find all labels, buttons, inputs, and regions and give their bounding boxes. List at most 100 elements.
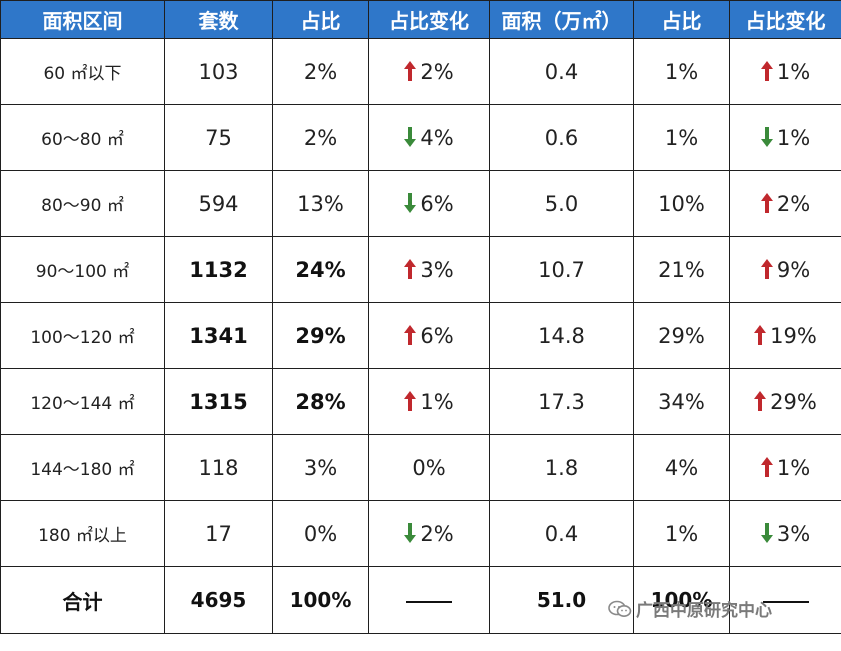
change-value: 2% xyxy=(420,521,454,546)
change-value: 1% xyxy=(776,455,811,480)
area-share-cell: 1% xyxy=(633,104,730,171)
total-row: 合计 4695 100% 51.0 100% xyxy=(0,566,841,634)
header-share-change: 占比变化 xyxy=(368,0,490,39)
area-cell: 17.3 xyxy=(489,368,634,435)
change-value: 29% xyxy=(770,389,817,414)
header-area-range: 面积区间 xyxy=(0,0,165,39)
change-value: 1% xyxy=(776,125,811,150)
area-share-cell: 21% xyxy=(633,236,730,303)
share-change-cell: 3% xyxy=(368,236,490,303)
arrow-up-icon xyxy=(760,192,773,213)
watermark-text: 广西中原研究中心 xyxy=(636,601,772,621)
area-change-cell: 1% xyxy=(729,434,841,501)
wechat-icon xyxy=(608,600,632,617)
count-cell: 594 xyxy=(164,170,273,237)
area-cell: 0.4 xyxy=(489,38,634,105)
share-change-cell: 0% xyxy=(368,434,490,501)
table-row: 144～180 ㎡ 118 3% 0% 1.8 4% 1% xyxy=(0,434,841,501)
area-range-cell: 100～120 ㎡ xyxy=(0,302,165,369)
total-area: 51.0 xyxy=(489,566,634,634)
area-range-cell: 180 ㎡以上 xyxy=(0,500,165,567)
area-cell: 1.8 xyxy=(489,434,634,501)
change-value: 2% xyxy=(776,191,811,216)
arrow-up-icon xyxy=(754,390,767,411)
area-cell: 10.7 xyxy=(489,236,634,303)
share-change-cell: 6% xyxy=(368,170,490,237)
area-cell: 0.4 xyxy=(489,500,634,567)
header-count: 套数 xyxy=(164,0,273,39)
area-cell: 14.8 xyxy=(489,302,634,369)
table-row: 60 ㎡以下 103 2% 2% 0.4 1% 1% xyxy=(0,38,841,105)
arrow-down-icon xyxy=(404,126,417,147)
change-value: 19% xyxy=(770,323,817,348)
change-value: 6% xyxy=(420,191,454,216)
area-range-cell: 80～90 ㎡ xyxy=(0,170,165,237)
header-area: 面积（万㎡） xyxy=(489,0,634,39)
change-value: 3% xyxy=(420,257,454,282)
count-cell: 1132 xyxy=(164,236,273,303)
area-change-cell: 9% xyxy=(729,236,841,303)
total-share: 100% xyxy=(272,566,369,634)
total-label: 合计 xyxy=(0,566,165,634)
arrow-up-icon xyxy=(754,324,767,345)
arrow-up-icon xyxy=(404,258,417,279)
area-share-cell: 1% xyxy=(633,38,730,105)
header-area-change: 占比变化 xyxy=(729,0,841,39)
arrow-down-icon xyxy=(760,126,773,147)
area-share-cell: 1% xyxy=(633,500,730,567)
share-cell: 0% xyxy=(272,500,369,567)
total-count: 4695 xyxy=(164,566,273,634)
share-cell: 13% xyxy=(272,170,369,237)
share-cell: 24% xyxy=(272,236,369,303)
table-row: 100～120 ㎡ 1341 29% 6% 14.8 29% 19% xyxy=(0,302,841,369)
share-cell: 3% xyxy=(272,434,369,501)
count-cell: 1315 xyxy=(164,368,273,435)
area-change-cell: 19% xyxy=(729,302,841,369)
table-row: 80～90 ㎡ 594 13% 6% 5.0 10% 2% xyxy=(0,170,841,237)
area-change-cell: 1% xyxy=(729,38,841,105)
area-cell: 5.0 xyxy=(489,170,634,237)
table-header-row: 面积区间 套数 占比 占比变化 面积（万㎡） 占比 占比变化 xyxy=(0,0,841,39)
share-change-cell: 2% xyxy=(368,500,490,567)
area-range-cell: 60～80 ㎡ xyxy=(0,104,165,171)
share-cell: 2% xyxy=(272,104,369,171)
change-value: 2% xyxy=(420,59,454,84)
share-change-cell: 1% xyxy=(368,368,490,435)
dash-mark xyxy=(762,600,809,603)
change-value: 9% xyxy=(776,257,811,282)
table-row: 60～80 ㎡ 75 2% 4% 0.6 1% 1% xyxy=(0,104,841,171)
area-change-cell: 29% xyxy=(729,368,841,435)
arrow-up-icon xyxy=(760,456,773,477)
total-area-share: 100% xyxy=(633,566,730,634)
area-range-cell: 60 ㎡以下 xyxy=(0,38,165,105)
count-cell: 1341 xyxy=(164,302,273,369)
area-range-cell: 90～100 ㎡ xyxy=(0,236,165,303)
header-share: 占比 xyxy=(272,0,369,39)
arrow-down-icon xyxy=(404,192,417,213)
area-change-cell: 2% xyxy=(729,170,841,237)
share-change-cell: 2% xyxy=(368,38,490,105)
area-share-cell: 4% xyxy=(633,434,730,501)
count-cell: 75 xyxy=(164,104,273,171)
change-value: 0% xyxy=(412,455,446,480)
share-cell: 28% xyxy=(272,368,369,435)
arrow-up-icon xyxy=(760,258,773,279)
table-row: 90～100 ㎡ 1132 24% 3% 10.7 21% 9% xyxy=(0,236,841,303)
count-cell: 17 xyxy=(164,500,273,567)
total-area-change xyxy=(729,566,841,634)
arrow-up-icon xyxy=(404,390,417,411)
share-cell: 2% xyxy=(272,38,369,105)
area-change-cell: 1% xyxy=(729,104,841,171)
area-range-cell: 120～144 ㎡ xyxy=(0,368,165,435)
arrow-up-icon xyxy=(760,60,773,81)
watermark: 广西中原研究中心 xyxy=(608,596,772,621)
table-row: 180 ㎡以上 17 0% 2% 0.4 1% 3% xyxy=(0,500,841,567)
table-row: 120～144 ㎡ 1315 28% 1% 17.3 34% 29% xyxy=(0,368,841,435)
change-value: 1% xyxy=(420,389,454,414)
dash-mark xyxy=(406,600,452,603)
area-change-cell: 3% xyxy=(729,500,841,567)
header-area-share: 占比 xyxy=(633,0,730,39)
change-value: 3% xyxy=(776,521,811,546)
area-share-cell: 34% xyxy=(633,368,730,435)
